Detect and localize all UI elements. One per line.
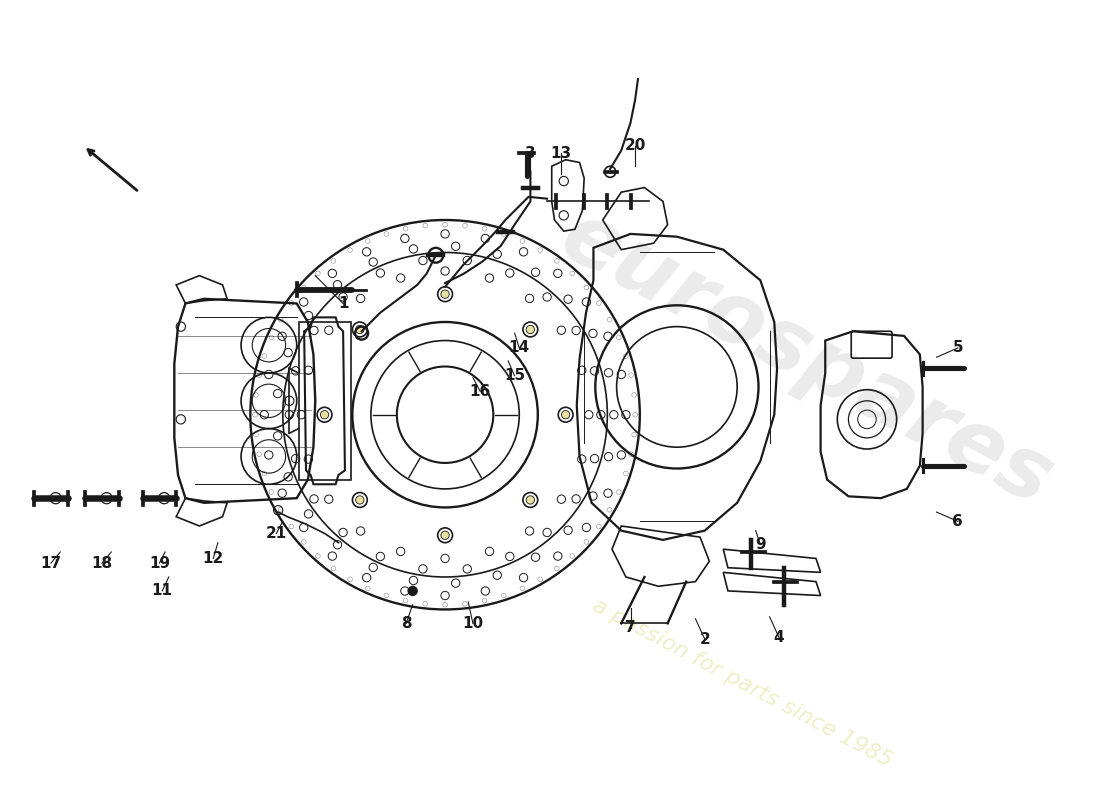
Text: 2: 2	[700, 632, 711, 646]
Text: 12: 12	[202, 551, 224, 566]
Circle shape	[561, 410, 570, 419]
Text: 4: 4	[773, 630, 784, 645]
Text: 7: 7	[625, 621, 636, 635]
Text: 19: 19	[148, 555, 170, 570]
Circle shape	[355, 496, 364, 504]
Text: 15: 15	[504, 368, 525, 383]
Text: 10: 10	[462, 616, 484, 631]
Text: 18: 18	[91, 555, 112, 570]
Text: eurospares: eurospares	[547, 194, 1067, 523]
Circle shape	[355, 326, 364, 334]
Text: 20: 20	[625, 138, 646, 154]
Text: 16: 16	[470, 384, 491, 399]
Circle shape	[441, 290, 449, 298]
Text: 1: 1	[338, 296, 349, 311]
Text: 8: 8	[400, 616, 411, 631]
Text: a passion for parts since 1985: a passion for parts since 1985	[588, 596, 895, 771]
Text: 17: 17	[41, 555, 62, 570]
Text: 9: 9	[755, 537, 766, 552]
Text: 14: 14	[508, 341, 530, 355]
Text: 21: 21	[266, 526, 287, 541]
Circle shape	[526, 326, 535, 334]
Circle shape	[441, 531, 449, 539]
Circle shape	[408, 586, 417, 595]
Text: 3: 3	[525, 146, 536, 161]
Text: 11: 11	[152, 583, 173, 598]
Circle shape	[320, 410, 329, 419]
Text: 6: 6	[953, 514, 964, 529]
Text: 13: 13	[550, 146, 572, 161]
Circle shape	[526, 496, 535, 504]
Text: 5: 5	[953, 341, 964, 355]
